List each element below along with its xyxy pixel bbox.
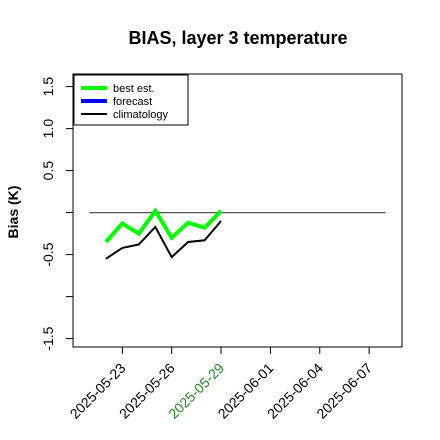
legend-label: climatology	[113, 109, 169, 121]
y-tick-label: 1.5	[40, 77, 56, 97]
y-axis-label: Bias (K)	[5, 186, 21, 239]
plot-frame	[72, 73, 403, 348]
chart-title: BIAS, layer 3 temperature	[128, 28, 347, 48]
plot-area: -1.5-0.50.51.01.52025-05-232025-05-26202…	[40, 77, 386, 422]
series-line-best-est	[104, 207, 223, 244]
series-line-climatology	[105, 220, 222, 260]
legend-label: best est.	[113, 83, 155, 95]
y-tick-label: -0.5	[40, 242, 56, 266]
y-tick-label: -1.5	[40, 326, 56, 350]
y-tick-label: 1.0	[40, 119, 56, 139]
legend-label: forecast	[113, 96, 152, 108]
y-tick-label: 0.5	[40, 161, 56, 181]
